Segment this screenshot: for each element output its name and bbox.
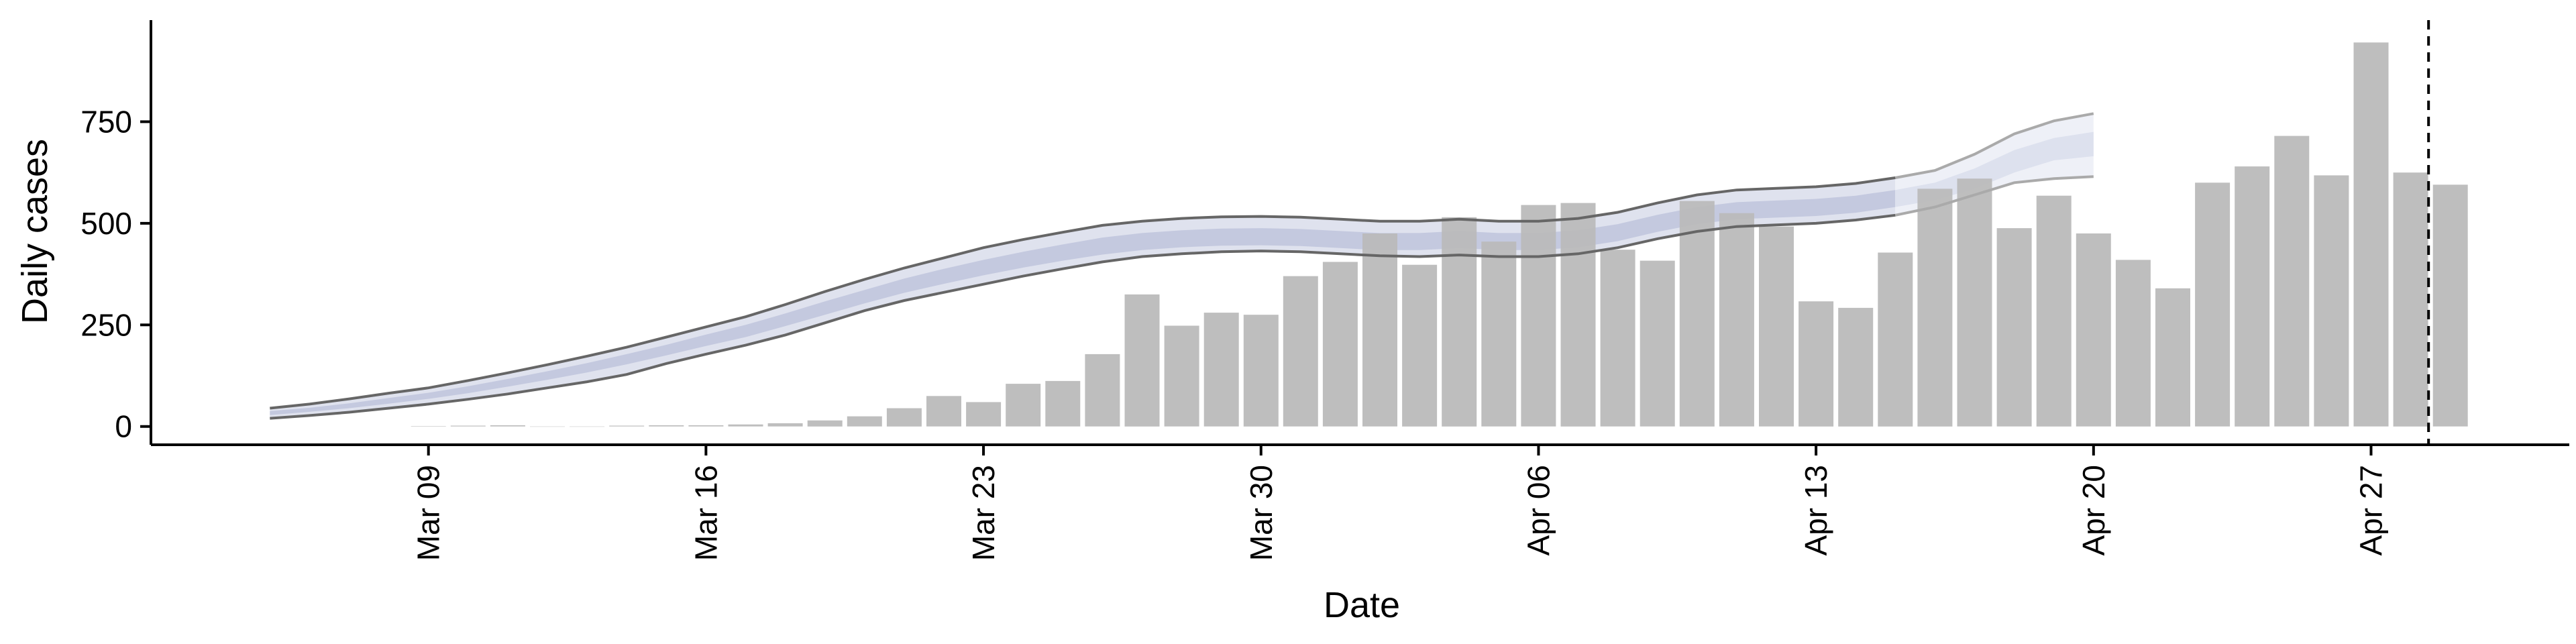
y-tick-label: 500 bbox=[80, 206, 132, 241]
axes bbox=[150, 20, 2569, 446]
bar-2020-03-09 bbox=[411, 426, 446, 427]
bar-2020-04-27 bbox=[2353, 42, 2389, 427]
bar-2020-03-30 bbox=[1243, 315, 1279, 427]
bar-2020-04-22 bbox=[2155, 288, 2190, 427]
bar-2020-04-18 bbox=[1996, 228, 2032, 427]
bar-2020-04-15 bbox=[1878, 252, 1913, 427]
bar-2020-04-29 bbox=[2432, 184, 2468, 427]
y-tick-label: 250 bbox=[80, 307, 132, 342]
bar-2020-04-20 bbox=[2076, 233, 2111, 427]
bar-2020-03-25 bbox=[1045, 380, 1081, 427]
x-tick-label: Apr 20 bbox=[2076, 465, 2111, 556]
forecast-lower-line bbox=[1894, 175, 2094, 217]
y-axis-label: Daily cases bbox=[15, 139, 55, 324]
bar-2020-04-10 bbox=[1679, 201, 1715, 427]
bar-2020-04-19 bbox=[2036, 195, 2072, 427]
bar-2020-03-17 bbox=[728, 424, 763, 427]
bar-2020-04-04 bbox=[1442, 217, 1477, 427]
forecast-upper-line bbox=[1894, 112, 2094, 179]
bar-2020-03-23 bbox=[966, 402, 1002, 427]
bar-2020-03-11 bbox=[490, 425, 525, 427]
bar-2020-03-22 bbox=[926, 396, 961, 427]
bar-2020-04-28 bbox=[2393, 172, 2428, 427]
bar-2020-04-14 bbox=[1838, 307, 1874, 427]
x-tick-label: Mar 16 bbox=[688, 465, 723, 561]
bar-2020-03-28 bbox=[1164, 325, 1199, 427]
bar-2020-04-01 bbox=[1322, 262, 1358, 427]
x-ticks: Mar 09 Mar 16 Mar 23 Mar 30 Apr 06 Apr 13 Apr … bbox=[411, 445, 2389, 561]
x-tick-label: Mar 23 bbox=[966, 465, 1001, 561]
bar-2020-04-13 bbox=[1799, 301, 1834, 427]
x-tick-label: Apr 13 bbox=[1799, 465, 1833, 556]
bar-2020-04-02 bbox=[1362, 233, 1397, 427]
bar-2020-03-18 bbox=[767, 423, 803, 427]
reported-cases-bars bbox=[411, 42, 2468, 427]
bar-2020-04-06 bbox=[1521, 205, 1556, 427]
bar-2020-04-07 bbox=[1560, 203, 1596, 427]
x-axis-label: Date bbox=[1324, 585, 1400, 625]
bar-2020-04-23 bbox=[2195, 182, 2231, 427]
bar-2020-04-11 bbox=[1719, 213, 1754, 427]
bar-2020-03-21 bbox=[886, 408, 922, 427]
bar-2020-03-26 bbox=[1085, 354, 1120, 427]
bar-2020-03-29 bbox=[1203, 313, 1239, 427]
lower-bound-line bbox=[270, 213, 1896, 420]
bar-2020-03-19 bbox=[807, 420, 843, 427]
bar-2020-04-21 bbox=[2115, 260, 2151, 427]
bar-2020-04-16 bbox=[1917, 189, 1953, 427]
bar-2020-03-27 bbox=[1124, 294, 1160, 427]
bar-2020-04-05 bbox=[1481, 241, 1517, 427]
estimate-bound-lines bbox=[270, 112, 2094, 420]
bar-2020-03-14 bbox=[609, 425, 645, 427]
x-tick-label: Apr 27 bbox=[2354, 465, 2389, 556]
bar-2020-03-31 bbox=[1283, 276, 1318, 427]
bar-2020-04-25 bbox=[2274, 136, 2310, 427]
bar-2020-04-17 bbox=[1957, 178, 1992, 427]
bar-2020-03-24 bbox=[1006, 384, 1041, 427]
bar-2020-04-08 bbox=[1600, 250, 1635, 427]
x-tick-label: Mar 09 bbox=[411, 465, 446, 561]
bar-2020-04-09 bbox=[1640, 260, 1675, 427]
bar-2020-03-10 bbox=[450, 425, 486, 427]
y-tick-label: 750 bbox=[80, 104, 132, 139]
forecast-band-50 bbox=[1895, 131, 2094, 207]
y-ticks: 0 250 500 750 bbox=[80, 104, 151, 444]
bar-2020-04-12 bbox=[1759, 226, 1794, 427]
bar-2020-04-24 bbox=[2235, 166, 2270, 427]
bar-2020-03-20 bbox=[847, 416, 882, 427]
y-tick-label: 0 bbox=[115, 409, 132, 444]
bar-2020-03-15 bbox=[649, 425, 684, 427]
upper-bound-line bbox=[270, 176, 1896, 410]
bar-2020-04-26 bbox=[2314, 175, 2349, 427]
x-tick-label: Mar 30 bbox=[1244, 465, 1279, 561]
bar-2020-04-03 bbox=[1402, 264, 1438, 427]
x-tick-label: Apr 06 bbox=[1521, 465, 1556, 556]
bar-2020-03-16 bbox=[688, 425, 724, 427]
